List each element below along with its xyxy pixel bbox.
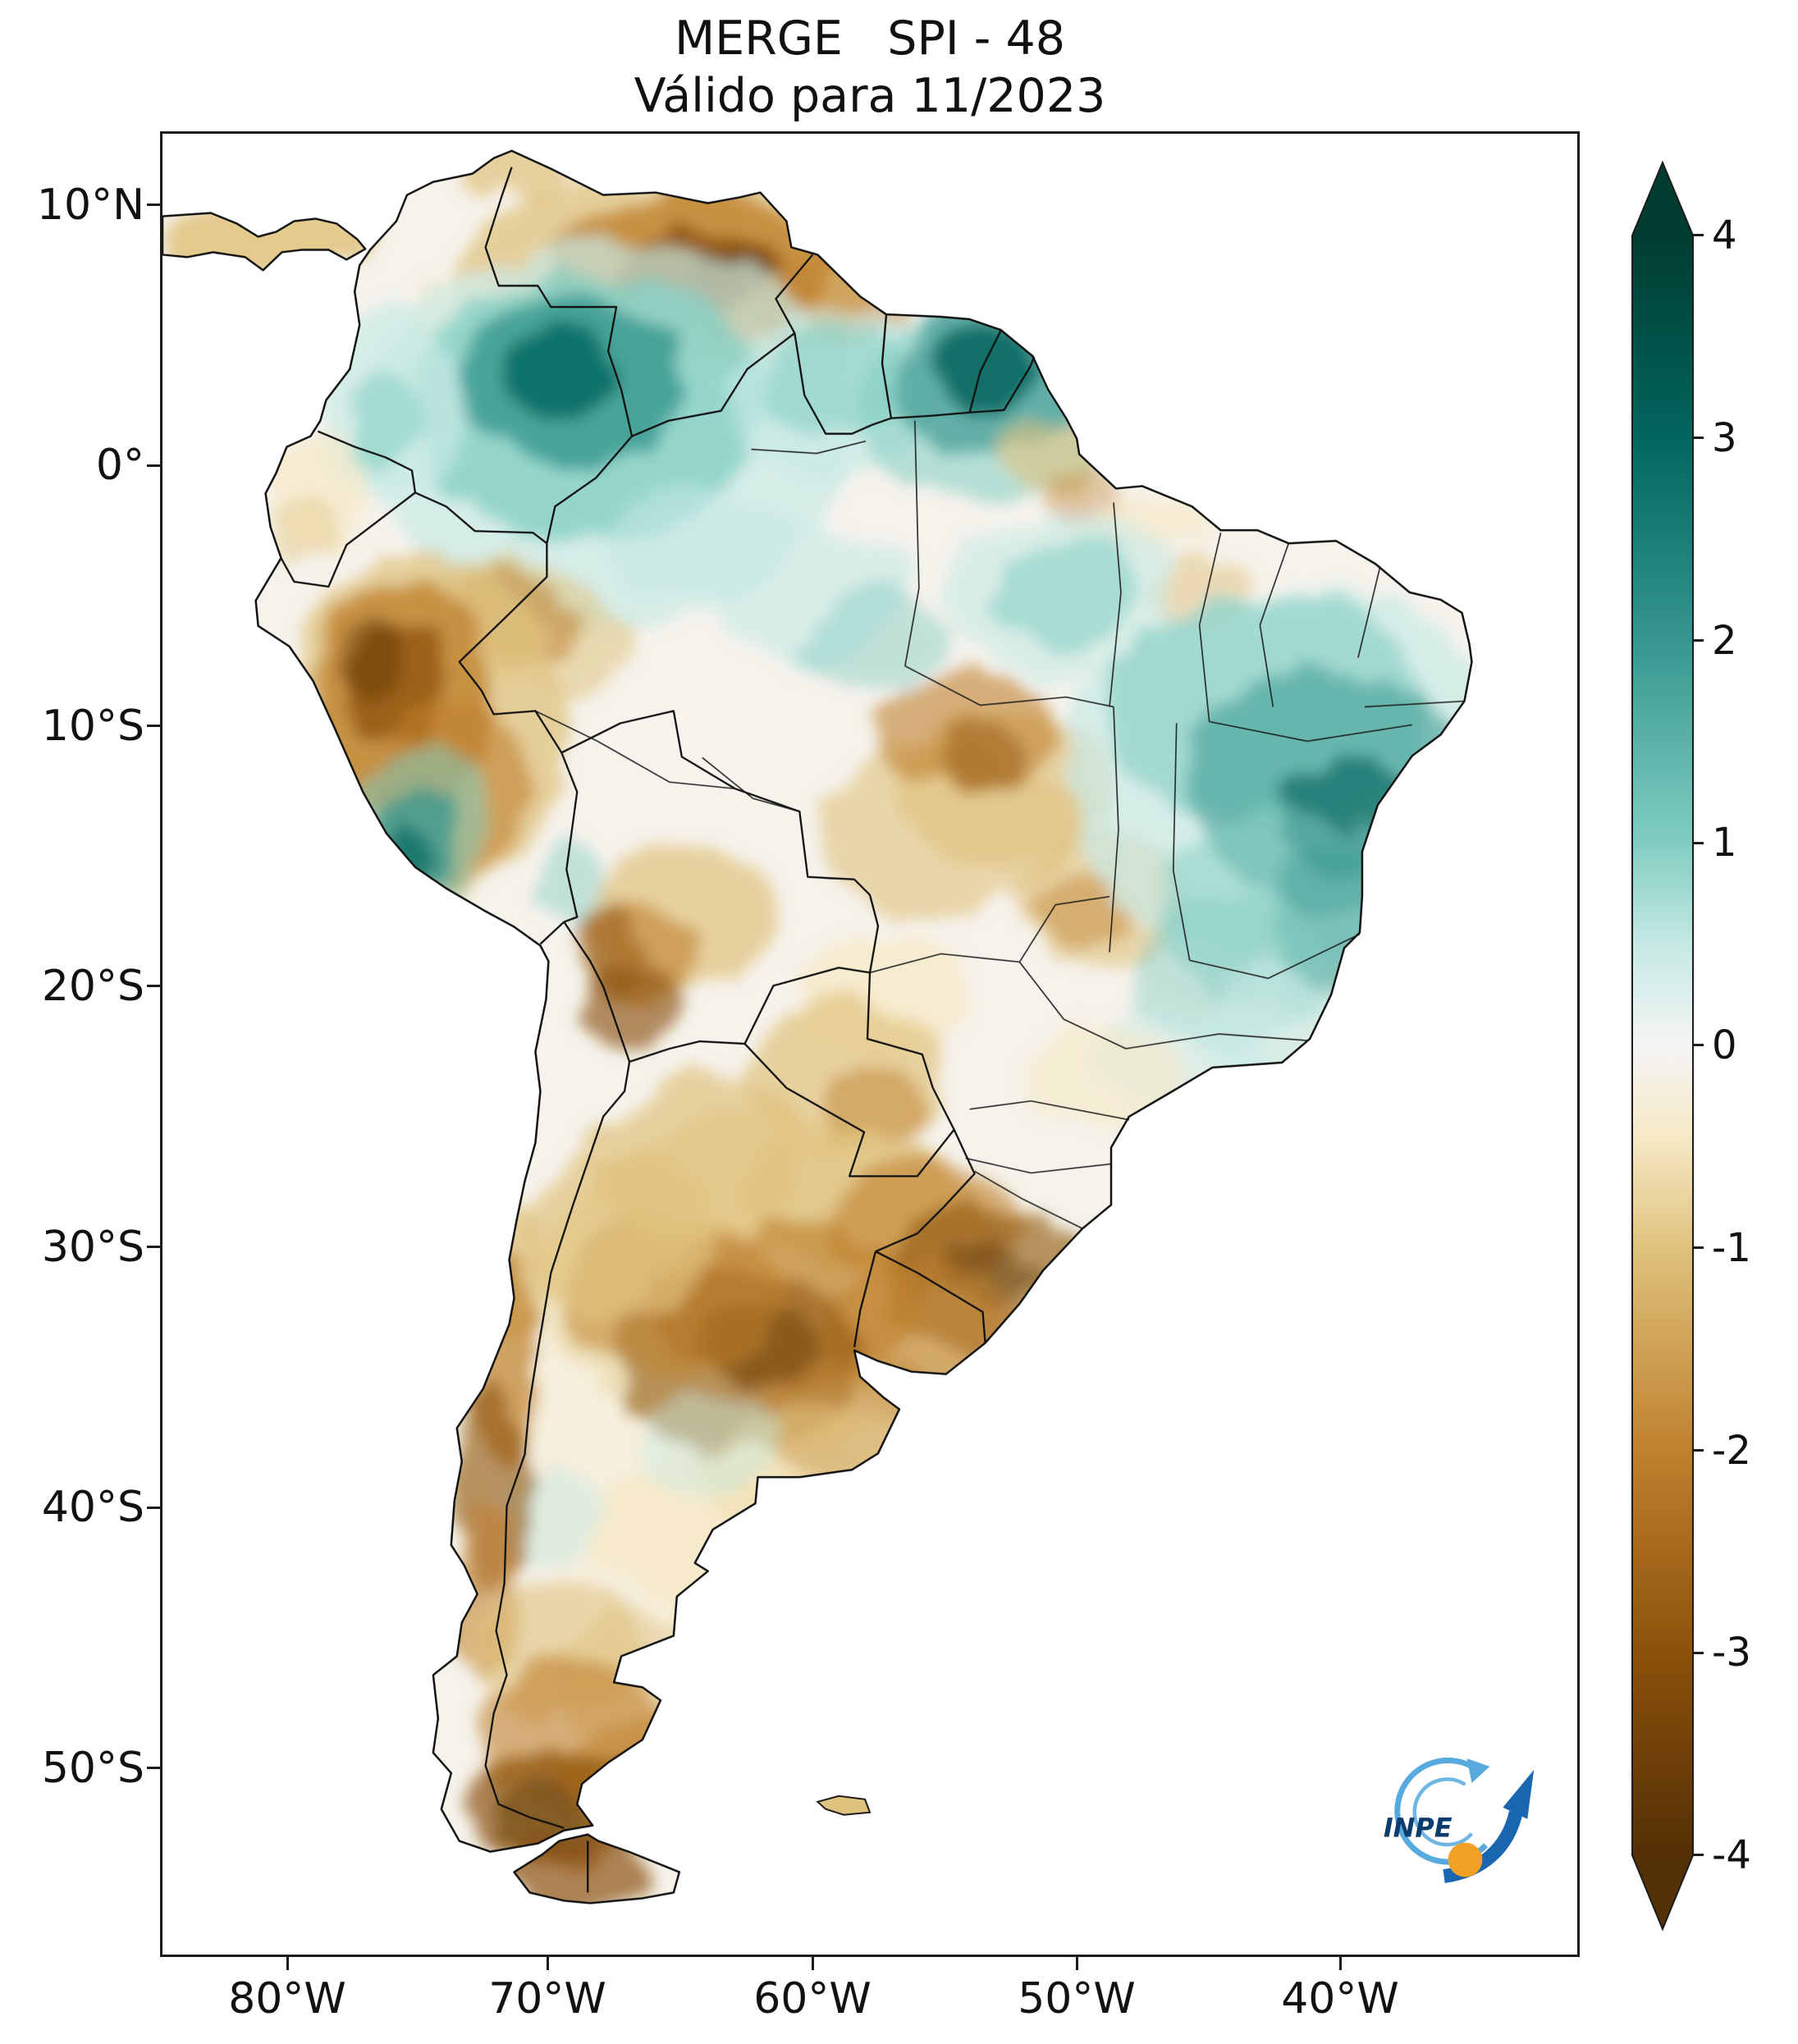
inpe-swirl-inner-icon (1412, 1777, 1474, 1847)
spi-raster (162, 150, 1472, 1904)
colorbar-tick-label: -2 (1712, 1428, 1751, 1474)
inpe-swirl-arrowhead-icon (1466, 1758, 1490, 1783)
colorbar-tick-mark (1693, 234, 1704, 236)
colorbar-tick-label: 0 (1712, 1022, 1737, 1068)
lon-tick-label: 40°W (1281, 1974, 1399, 2023)
lon-tick-mark (286, 1957, 289, 1970)
lat-tick-mark (147, 1246, 160, 1248)
lat-tick-mark (147, 1767, 160, 1769)
lat-tick-label: 10°N (36, 181, 144, 230)
inpe-globe-icon (1448, 1842, 1483, 1877)
colorbar-gradient (1631, 160, 1694, 1932)
lon-tick-mark (1076, 1957, 1078, 1970)
coastline (162, 149, 1473, 1905)
colorbar (1631, 160, 1694, 1932)
lon-tick-mark (812, 1957, 814, 1970)
lon-tick-mark (1339, 1957, 1342, 1970)
colorbar-tick-label: 1 (1712, 820, 1737, 866)
colorbar-tick-mark (1693, 1449, 1704, 1452)
lat-tick-mark (147, 203, 160, 206)
lat-tick-label: 40°S (41, 1483, 144, 1532)
colorbar-tick-label: 2 (1712, 618, 1737, 664)
country-borders (280, 167, 1036, 1893)
inpe-logo-text: INPE (1384, 1813, 1453, 1844)
colorbar-tick-mark (1693, 1044, 1704, 1046)
lon-tick-label: 50°W (1018, 1974, 1136, 2023)
colorbar-tick-label: -1 (1712, 1225, 1751, 1271)
lat-tick-mark (147, 725, 160, 727)
page-title: MERGE SPI - 48 (674, 11, 1066, 66)
colorbar-tick-label: -4 (1712, 1832, 1751, 1878)
lon-tick-label: 60°W (753, 1974, 872, 2023)
colorbar-tick-mark (1693, 437, 1704, 439)
colorbar-tick-label: 4 (1712, 213, 1737, 258)
lat-tick-label: 50°S (41, 1744, 144, 1793)
lat-tick-mark (147, 985, 160, 987)
colorbar-tick-mark (1693, 1854, 1704, 1856)
lon-tick-label: 80°W (228, 1974, 346, 2023)
lat-tick-mark (147, 1507, 160, 1509)
lon-tick-label: 70°W (488, 1974, 606, 2023)
lon-tick-mark (547, 1957, 549, 1970)
colorbar-tick-mark (1693, 1246, 1704, 1249)
lat-tick-label: 20°S (41, 962, 144, 1011)
colorbar-tick-mark (1693, 639, 1704, 642)
inpe-logo: INPE (1384, 1757, 1535, 1883)
colorbar-tick-mark (1693, 1652, 1704, 1654)
lat-tick-label: 30°S (41, 1223, 144, 1272)
page-subtitle: Válido para 11/2023 (634, 69, 1106, 123)
inpe-arrowhead-icon (1503, 1769, 1535, 1819)
colorbar-tick-mark (1693, 842, 1704, 844)
colorbar-tick-label: -3 (1712, 1630, 1751, 1676)
lat-tick-label: 0° (95, 441, 144, 490)
map-frame: INPE (160, 131, 1580, 1957)
map-svg: INPE (162, 149, 1535, 1905)
lat-tick-label: 10°S (41, 702, 144, 751)
colorbar-tick-label: 3 (1712, 415, 1737, 461)
lat-tick-mark (147, 464, 160, 467)
state-borders (535, 420, 1465, 1229)
